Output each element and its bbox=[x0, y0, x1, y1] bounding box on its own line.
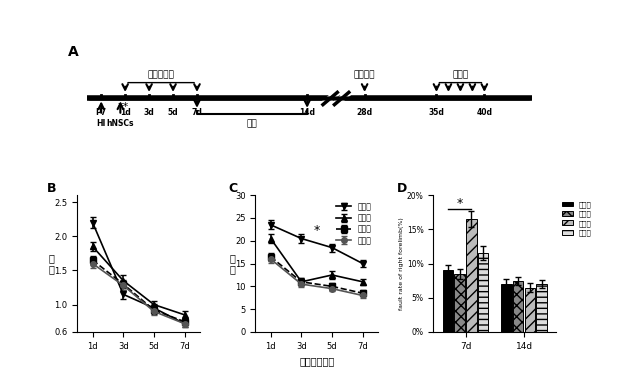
Text: P7: P7 bbox=[96, 108, 107, 117]
Text: 3d: 3d bbox=[144, 108, 154, 117]
Text: 40d: 40d bbox=[476, 108, 493, 117]
Bar bbox=[536, 284, 547, 332]
Text: 1d: 1d bbox=[120, 108, 130, 117]
Text: 35d: 35d bbox=[428, 108, 444, 117]
Text: *: * bbox=[90, 0, 96, 4]
Bar bbox=[501, 284, 512, 332]
Bar bbox=[466, 219, 476, 332]
Text: 5d: 5d bbox=[167, 108, 179, 117]
Text: 社交检测: 社交检测 bbox=[354, 70, 375, 79]
Text: B: B bbox=[46, 182, 56, 195]
Bar bbox=[525, 288, 535, 332]
Bar bbox=[478, 253, 488, 332]
Y-axis label: 步
态: 步 态 bbox=[229, 253, 235, 275]
Text: 跨步: 跨步 bbox=[247, 119, 258, 128]
Text: 翻身和步态: 翻身和步态 bbox=[148, 70, 174, 79]
Text: 水迷宫: 水迷宫 bbox=[452, 70, 468, 79]
Bar bbox=[454, 274, 465, 332]
Text: C: C bbox=[228, 182, 237, 195]
Text: A: A bbox=[67, 45, 78, 59]
Text: *: * bbox=[457, 197, 463, 210]
Text: **: ** bbox=[117, 103, 129, 112]
Text: D: D bbox=[397, 182, 407, 195]
Text: 28d: 28d bbox=[357, 108, 373, 117]
Legend: 模型组, 给药组, 正常组, 对照组: 模型组, 给药组, 正常组, 对照组 bbox=[560, 199, 594, 239]
Text: 14d: 14d bbox=[299, 108, 315, 117]
Text: *: * bbox=[313, 224, 320, 237]
Y-axis label: 翻
身: 翻 身 bbox=[49, 253, 54, 275]
Text: 7d: 7d bbox=[192, 108, 203, 117]
Legend: 模型组, 给药组, 正常组, 对照组: 模型组, 给药组, 正常组, 对照组 bbox=[333, 199, 375, 248]
Bar bbox=[442, 270, 453, 332]
Bar bbox=[513, 280, 523, 332]
X-axis label: 给药后的天数: 给药后的天数 bbox=[299, 356, 334, 366]
Text: HI: HI bbox=[96, 119, 106, 128]
Text: hNSCs: hNSCs bbox=[107, 119, 134, 128]
Y-axis label: fault rate of right forelimb(%): fault rate of right forelimb(%) bbox=[399, 217, 404, 310]
